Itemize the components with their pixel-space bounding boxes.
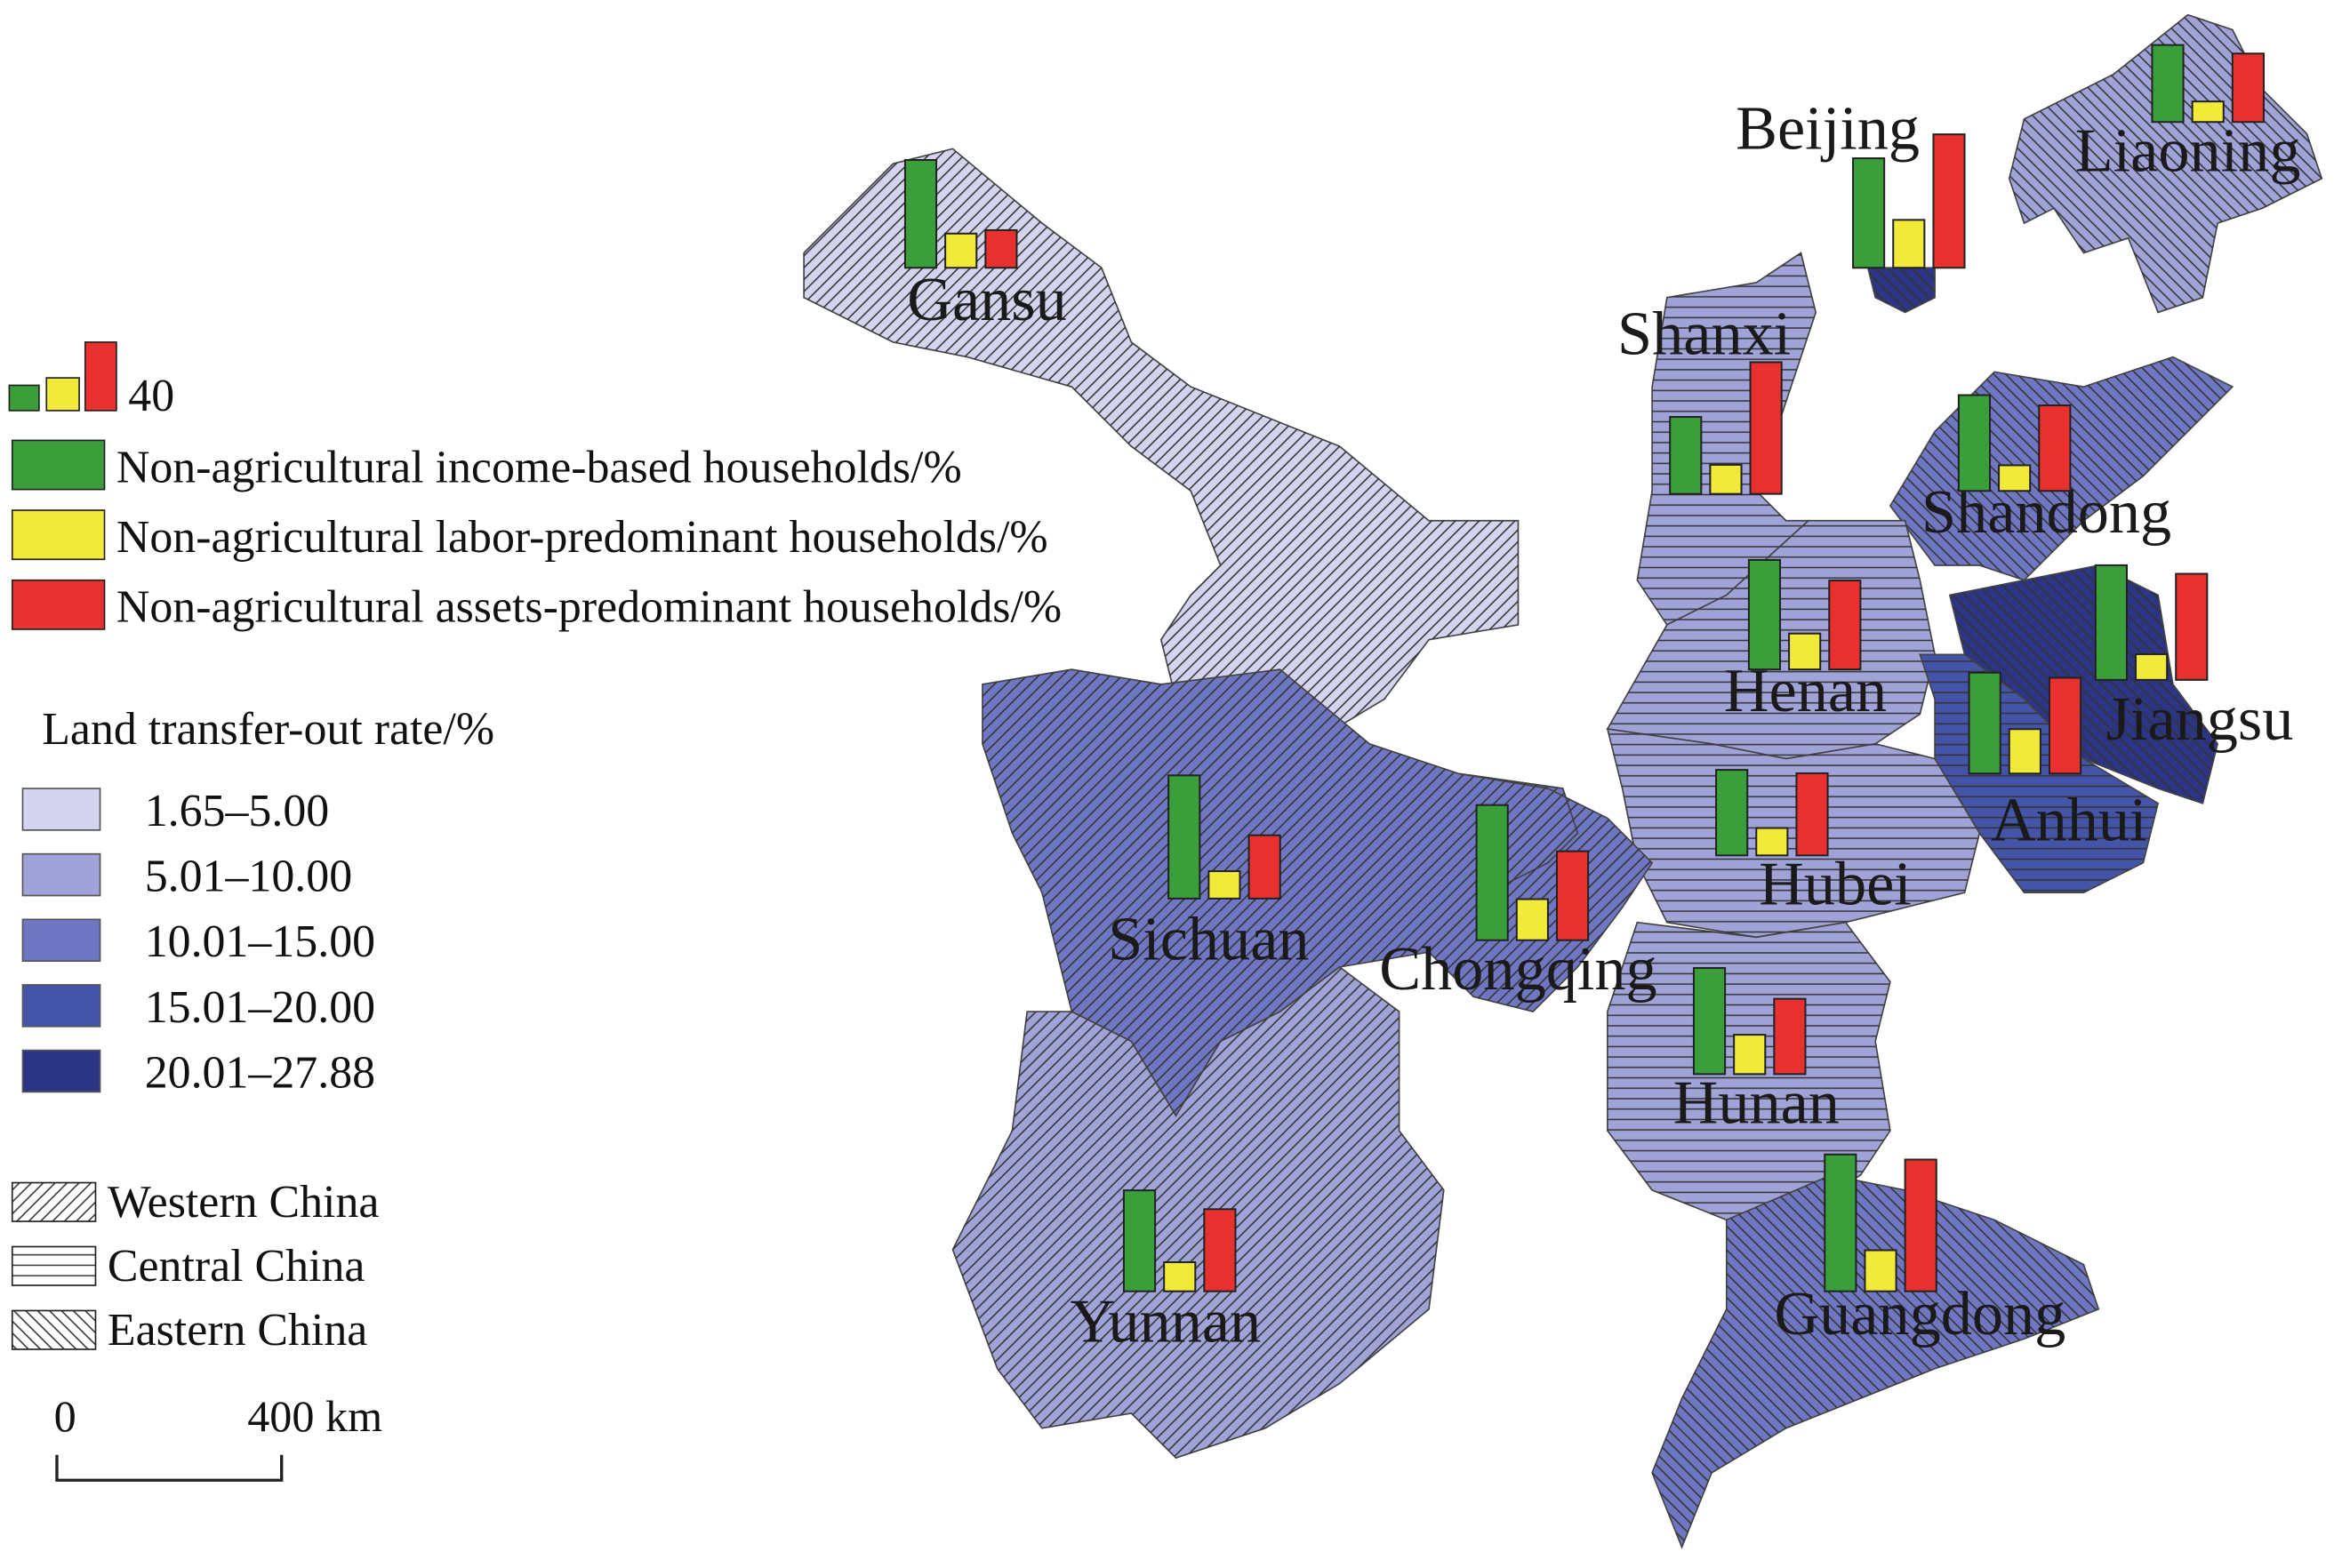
legend-label: Non-agricultural assets-predominant hous… (116, 582, 1062, 633)
region-hatch (1607, 729, 1980, 938)
bar (1247, 834, 1281, 900)
bar (1932, 133, 1966, 269)
province-label: Shanxi (1617, 299, 1791, 368)
legend-sample-bar (45, 377, 80, 412)
legend-swatch (21, 984, 101, 1028)
bar (1733, 1034, 1767, 1076)
bar (1167, 774, 1201, 900)
legend: 0 400 km Land transfer-out rate/% 40 Non-… (8, 341, 1062, 1482)
legend-label: 10.01–15.00 (145, 916, 375, 967)
bar (1957, 394, 1992, 492)
rate-title: Land transfer-out rate/% (42, 704, 494, 755)
bar (1163, 1260, 1197, 1292)
bar (1828, 580, 1862, 671)
bar (1692, 967, 1727, 1076)
legend-swatch (11, 1309, 97, 1350)
bar (1892, 219, 1926, 269)
bar (1968, 671, 2001, 775)
province-label: Chongqing (1379, 934, 1656, 1004)
bar (1904, 1158, 1937, 1292)
legend-label: Central China (108, 1241, 365, 1292)
legend-label: 5.01–10.00 (145, 852, 352, 902)
legend-swatch (11, 509, 106, 561)
bar (1998, 464, 2032, 492)
scale-start: 0 (54, 1391, 76, 1441)
bar (1747, 558, 1782, 671)
region-hatch (1949, 564, 2218, 804)
bar (1852, 157, 1886, 269)
legend-label: 15.01–20.00 (145, 982, 375, 1033)
legend-swatch (21, 852, 101, 897)
bar (2048, 676, 2082, 775)
province-label: Gansu (907, 265, 1067, 334)
bar (2008, 728, 2041, 775)
province-label: Jiangsu (2106, 684, 2294, 754)
bar (1788, 632, 1822, 671)
legend-label: Eastern China (108, 1305, 367, 1356)
bar (1122, 1189, 1157, 1292)
scale-end: 400 km (247, 1391, 382, 1441)
legend-swatch (21, 788, 101, 831)
legend-reference-bar (84, 341, 117, 412)
legend-label: 1.65–5.00 (145, 786, 329, 836)
province-label: Beijing (1736, 93, 1920, 163)
bar (1475, 804, 1509, 941)
legend-swatch (21, 1049, 101, 1093)
region-hatch (1429, 773, 1653, 1012)
bar (1715, 769, 1749, 857)
region-hatch (1637, 252, 1817, 625)
legend-label: Non-agricultural labor-predominant house… (116, 512, 1048, 563)
bar (1669, 416, 1703, 495)
province-label: Hubei (1759, 850, 1912, 919)
legend-label: Non-agricultural income-based households… (116, 442, 962, 492)
bar (1203, 1208, 1237, 1292)
bar (1864, 1249, 1897, 1292)
province-label: Sichuan (1108, 904, 1309, 973)
region-hatch (1867, 268, 1936, 313)
province-label: Yunnan (1070, 1287, 1261, 1356)
region-hatch (804, 148, 1519, 744)
legend-swatch (11, 1245, 97, 1286)
province-label: Liaoning (2075, 116, 2301, 185)
bar (2191, 100, 2225, 124)
bar (1207, 870, 1241, 900)
legend-sample-bar (8, 384, 40, 412)
province-label: Hunan (1673, 1068, 1840, 1138)
bar (903, 158, 938, 269)
legend-swatch (21, 918, 101, 962)
legend-reference-label: 40 (128, 371, 174, 421)
bar (2094, 564, 2128, 681)
legend-label: Western China (108, 1177, 380, 1228)
bar (2175, 572, 2209, 681)
bar (2151, 44, 2185, 124)
bar (2038, 404, 2072, 492)
bar (1824, 1153, 1857, 1292)
legend-swatch (11, 579, 106, 630)
bar (1515, 898, 1549, 941)
bar (2135, 652, 2169, 681)
region-hatch (1652, 1175, 2099, 1548)
bar (1749, 361, 1783, 495)
bar (1795, 772, 1829, 857)
bar (2231, 52, 2265, 124)
bar (984, 228, 1018, 269)
bar (1709, 463, 1743, 495)
scale-bar (55, 1454, 284, 1482)
bar (944, 232, 978, 269)
legend-swatch (11, 1181, 97, 1222)
legend-label: 20.01–27.88 (145, 1047, 375, 1098)
region-hatch (952, 966, 1444, 1459)
bar (1555, 850, 1590, 941)
province-label: Anhui (1991, 786, 2147, 855)
bar (1755, 827, 1789, 857)
bar (1773, 997, 1807, 1076)
provinces (803, 13, 2323, 1549)
legend-swatch (11, 439, 106, 491)
